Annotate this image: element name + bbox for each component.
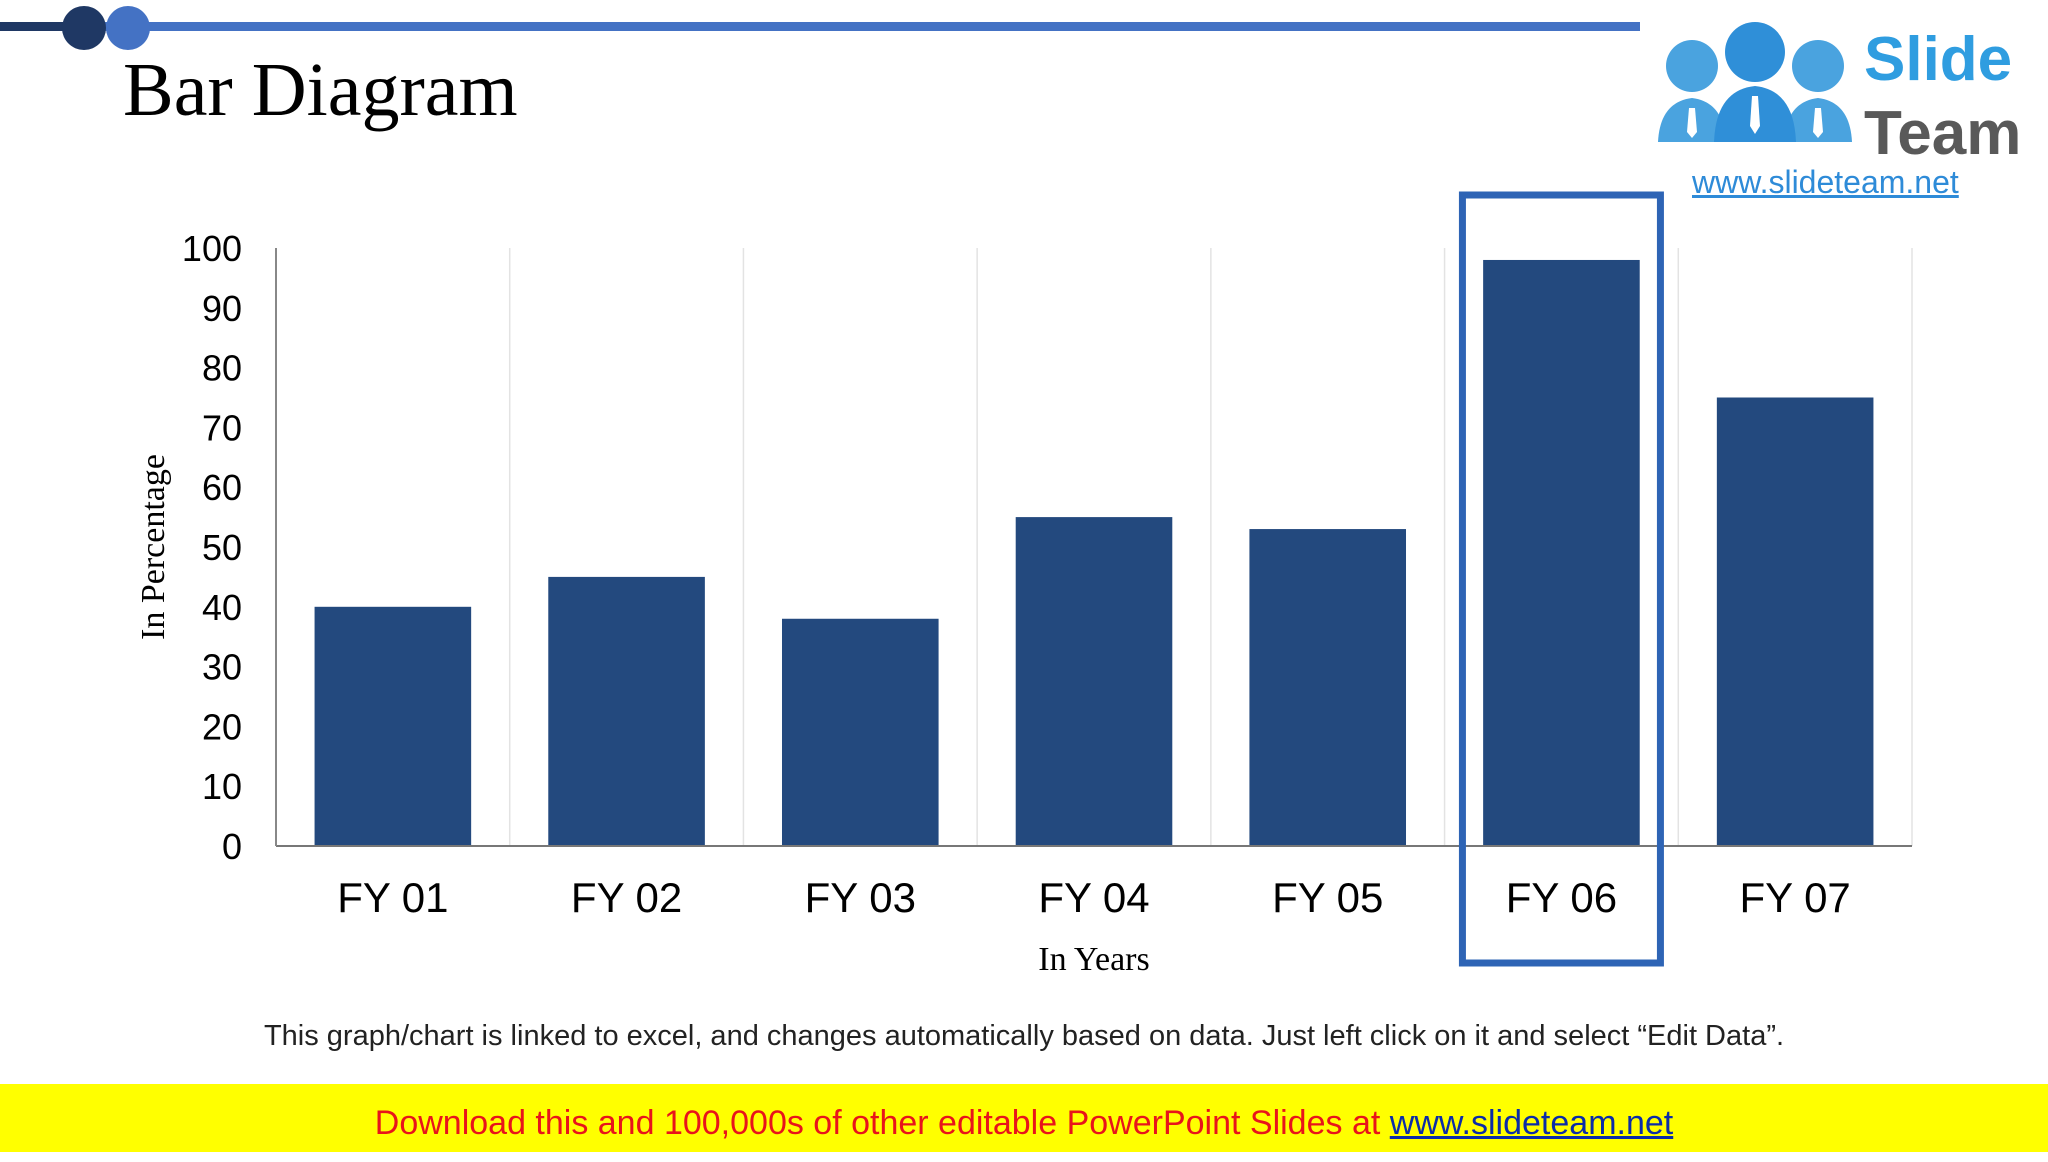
banner-text: Download this and 100,000s of other edit… — [374, 1104, 1390, 1142]
y-tick-label: 40 — [202, 587, 242, 628]
bar[interactable] — [548, 576, 705, 846]
accent-dot-light — [106, 6, 150, 50]
y-tick-label: 100 — [182, 228, 242, 269]
bar[interactable] — [781, 618, 939, 846]
chart-bars — [314, 259, 1874, 847]
x-tick-label: FY 04 — [1038, 874, 1149, 921]
bar[interactable] — [1483, 259, 1640, 847]
bar[interactable] — [1249, 529, 1407, 846]
x-tick-label: FY 01 — [337, 874, 448, 921]
bar[interactable] — [1716, 397, 1874, 847]
y-tick-label: 70 — [202, 407, 242, 448]
top-accent-line-dark — [0, 22, 90, 31]
logo-word-slide: Slide — [1864, 25, 2013, 94]
x-axis-label: In Years — [1038, 941, 1149, 978]
y-tick-label: 90 — [202, 288, 242, 329]
chart-gridlines — [508, 248, 1913, 846]
slide-title: Bar Diagram — [123, 48, 518, 132]
bar[interactable] — [314, 606, 472, 846]
chart-note: This graph/chart is linked to excel, and… — [263, 1020, 1785, 1052]
accent-dot-dark — [62, 6, 106, 50]
y-tick-label: 50 — [202, 527, 242, 568]
y-tick-labels: 0 10 20 30 40 50 60 70 80 90 100 — [182, 228, 242, 867]
y-tick-label: 10 — [202, 766, 242, 807]
logo-word-team: Team — [1864, 99, 2022, 168]
download-banner[interactable]: Download this and 100,000s of other edit… — [0, 1084, 2048, 1152]
top-accent-line — [0, 22, 1640, 31]
top-accent-line-light — [90, 22, 1640, 31]
x-tick-labels: FY 01 FY 02 FY 03 FY 04 FY 05 FY 06 FY 07 — [337, 874, 1851, 921]
banner-link[interactable]: www.slideteam.net — [1389, 1104, 1674, 1142]
people-group-icon — [1658, 22, 1852, 142]
bar[interactable] — [1015, 517, 1173, 846]
highlight-box — [1458, 191, 1664, 967]
y-tick-label: 20 — [202, 706, 242, 747]
logo-url-link[interactable]: www.slideteam.net — [1692, 164, 1959, 200]
y-tick-label: 0 — [222, 826, 242, 867]
y-tick-label: 60 — [202, 467, 242, 508]
x-tick-label: FY 03 — [805, 874, 916, 921]
x-tick-label: FY 05 — [1272, 874, 1383, 921]
y-tick-label: 80 — [202, 348, 242, 389]
x-tick-label: FY 06 — [1506, 874, 1617, 921]
x-tick-label: FY 07 — [1739, 874, 1850, 921]
y-axis-label: In Percentage — [135, 454, 172, 640]
x-tick-label: FY 02 — [571, 874, 682, 921]
y-tick-label: 30 — [202, 647, 242, 688]
slideteam-logo[interactable]: Slide Team www.slideteam.net — [1640, 22, 2035, 200]
